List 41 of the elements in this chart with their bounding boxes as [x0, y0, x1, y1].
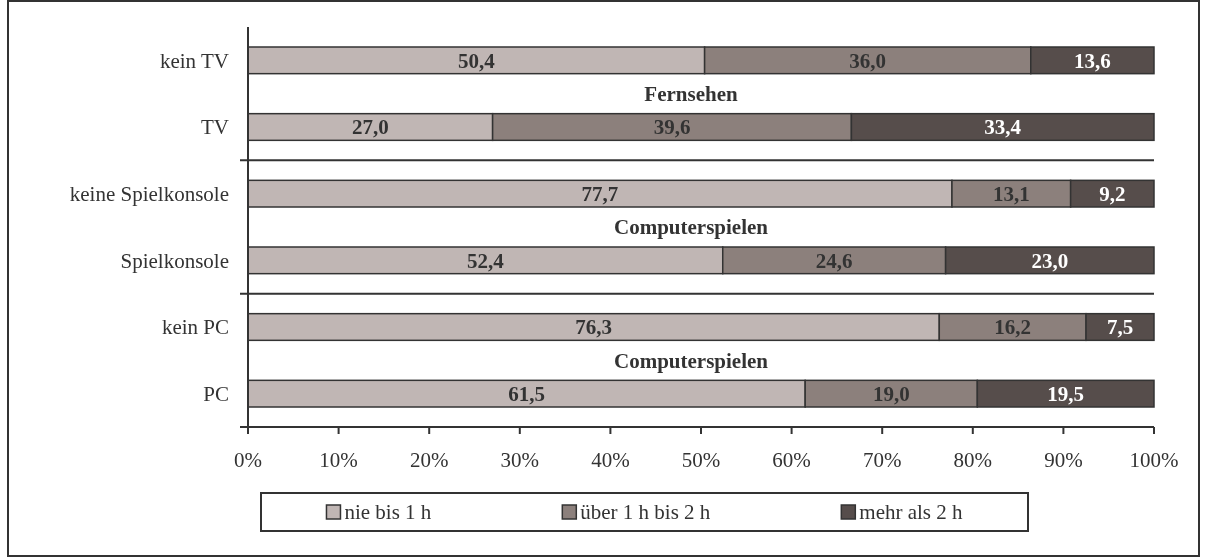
- data-label: 61,5: [508, 382, 545, 407]
- x-tick-label: 100%: [1129, 448, 1179, 473]
- data-label: 19,5: [1047, 382, 1085, 407]
- data-label: 27,0: [351, 115, 389, 140]
- y-tick-label: kein PC: [161, 315, 229, 340]
- x-tick-label: 0%: [234, 448, 262, 473]
- annotation: Computerspielen: [614, 348, 769, 373]
- data-label: 52,4: [467, 248, 505, 273]
- legend-label: über 1 h bis 2 h: [580, 500, 711, 525]
- data-label: 7,5: [1106, 315, 1134, 340]
- y-tick-label: TV: [201, 115, 229, 140]
- data-label: 76,3: [575, 315, 613, 340]
- y-tick-label: kein TV: [159, 48, 229, 73]
- x-tick-label: 60%: [772, 448, 811, 473]
- y-tick-label: keine Spielkonsole: [69, 182, 229, 207]
- annotation: Fernsehen: [644, 82, 738, 107]
- y-tick-label: Spielkonsole: [120, 248, 229, 273]
- y-tick-label: PC: [203, 382, 229, 407]
- x-tick-label: 50%: [681, 448, 721, 473]
- data-label: 9,2: [1099, 182, 1126, 207]
- data-label: 50,4: [457, 48, 496, 73]
- data-label: 77,7: [581, 182, 619, 207]
- annotation: Computerspielen: [614, 215, 769, 240]
- legend-label: nie bis 1 h: [344, 500, 432, 525]
- data-label: 13,6: [1074, 48, 1111, 73]
- data-label: 13,1: [992, 182, 1030, 207]
- data-label: 24,6: [815, 248, 853, 273]
- x-tick-label: 30%: [500, 448, 540, 473]
- x-tick-label: 70%: [862, 448, 902, 473]
- x-tick-label: 20%: [409, 448, 449, 473]
- data-label: 23,0: [1031, 248, 1069, 273]
- x-tick-label: 90%: [1044, 448, 1083, 473]
- data-label: 39,6: [653, 115, 691, 140]
- data-label: 33,4: [984, 115, 1022, 140]
- data-label: 36,0: [849, 48, 887, 73]
- x-tick-label: 40%: [591, 448, 630, 473]
- data-label: 16,2: [994, 315, 1032, 340]
- x-tick-label: 80%: [953, 448, 993, 473]
- legend-label: mehr als 2 h: [859, 500, 964, 525]
- x-tick-label: 10%: [319, 448, 358, 473]
- data-label: 19,0: [872, 382, 910, 407]
